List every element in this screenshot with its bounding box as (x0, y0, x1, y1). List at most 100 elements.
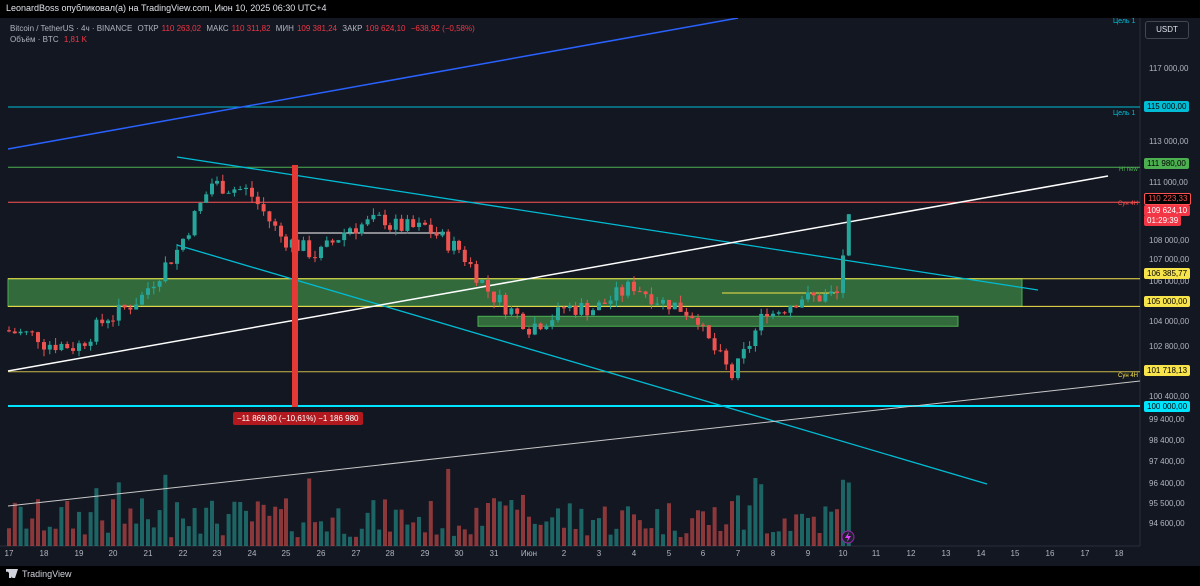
volume-bar (354, 536, 358, 546)
candle-body (307, 240, 312, 258)
currency-button[interactable]: USDT (1145, 21, 1189, 39)
volume-bar (562, 527, 566, 546)
tag-current-price: 109 624,10 (1144, 205, 1191, 216)
candle-body (151, 286, 156, 289)
candle-body (620, 287, 625, 296)
candle-body (573, 305, 578, 315)
candle-body (324, 240, 329, 247)
volume-bar (128, 508, 133, 546)
volume-bar (30, 518, 35, 546)
volume-bar (417, 516, 421, 546)
volume-bar (301, 522, 306, 546)
volume-value: 1,81 K (63, 35, 87, 44)
volume-bar (620, 510, 625, 546)
candle-body (468, 262, 473, 265)
price-tick: 108 000,00 (1149, 236, 1190, 245)
volume-bar (59, 507, 64, 546)
candle-body (835, 291, 839, 294)
volume-bar (198, 533, 203, 546)
candle-body (348, 228, 352, 233)
volume-bar (399, 509, 404, 546)
candle-body (741, 348, 746, 359)
candle-body (776, 312, 781, 314)
candle-body (116, 304, 121, 321)
tradingview-logo[interactable]: TradingView (6, 569, 72, 579)
volume-bar (273, 506, 278, 546)
volume-bar (71, 528, 75, 546)
volume-bar (250, 521, 254, 546)
candle-body (100, 319, 105, 324)
candle-body (12, 331, 17, 334)
candle-body (250, 187, 254, 197)
tag-100000: 100 000,00 (1144, 401, 1191, 412)
volume-bar (497, 501, 502, 546)
time-tick: 13 (941, 549, 951, 558)
volume-bar (53, 528, 58, 546)
candle-body (220, 180, 225, 194)
candle-body (47, 344, 52, 350)
candle-body (215, 180, 219, 184)
high-label: МАКС (206, 24, 229, 33)
candle-body (800, 299, 804, 308)
volume-bar (591, 519, 595, 546)
attribution-text: LeonardBoss опубликовал(а) на TradingVie… (6, 3, 327, 13)
time-tick: 27 (351, 549, 361, 558)
candle-body (521, 313, 525, 330)
volume-bar (289, 531, 294, 546)
candle-body (226, 192, 231, 194)
candle-body (377, 214, 382, 216)
time-tick: 11 (871, 549, 881, 558)
candle-body (279, 225, 283, 237)
time-tick: 31 (489, 549, 499, 558)
volume-bar (77, 511, 81, 546)
candle-body (585, 302, 590, 316)
tag-115000: 115 000,00 (1144, 101, 1190, 112)
volume-bar (696, 510, 700, 546)
volume-bar (474, 507, 479, 546)
price-tick: 106 000,00 (1149, 277, 1190, 286)
volume-tick: 99 400,00 (1149, 415, 1185, 424)
candle-body (273, 221, 278, 226)
volume-bar (806, 517, 810, 546)
price-tick: 107 000,00 (1149, 255, 1190, 264)
candle-body (544, 326, 549, 330)
candle-body (336, 240, 341, 243)
candle-body (157, 281, 162, 287)
candle-body (492, 291, 496, 303)
volume-bar (788, 530, 793, 546)
candle-body (204, 194, 209, 203)
volume-bar (782, 518, 787, 546)
price-range-measurement[interactable]: −11 869,80 (−10,61%) −1 186 980 (233, 412, 363, 425)
volume-bar (672, 530, 677, 546)
candle-body (383, 214, 387, 226)
candle-body (53, 344, 58, 351)
price-tick: 100 400,00 (1149, 392, 1190, 401)
volume-bar (210, 500, 214, 546)
symbol-name[interactable]: Bitcoin / TetherUS · 4ч · BINANCE (10, 24, 133, 33)
candle-body (261, 204, 266, 212)
volume-bar (452, 535, 456, 546)
candle-body (846, 214, 851, 256)
volume-bar (532, 523, 537, 546)
volume-bar (776, 531, 781, 546)
volume-bar (348, 536, 352, 546)
volume-bar (684, 533, 689, 546)
volume-bar (261, 504, 266, 546)
candle-body (238, 189, 243, 191)
candle-body (71, 348, 75, 351)
candle-body (342, 232, 347, 241)
volume-bar (527, 516, 531, 546)
candle-body (817, 295, 822, 302)
volume-bar (550, 517, 555, 546)
volume-bar (295, 537, 300, 546)
candle-body (446, 231, 451, 251)
publication-header: LeonardBoss опубликовал(а) на TradingVie… (0, 0, 1200, 18)
volume-bar (36, 499, 40, 546)
candle-body (186, 235, 191, 239)
volume-bar (440, 528, 445, 546)
candle-body (579, 302, 584, 315)
volume-bar (151, 527, 156, 546)
volume-bar (192, 507, 197, 546)
volume-label[interactable]: Объём · BTC (10, 35, 59, 44)
